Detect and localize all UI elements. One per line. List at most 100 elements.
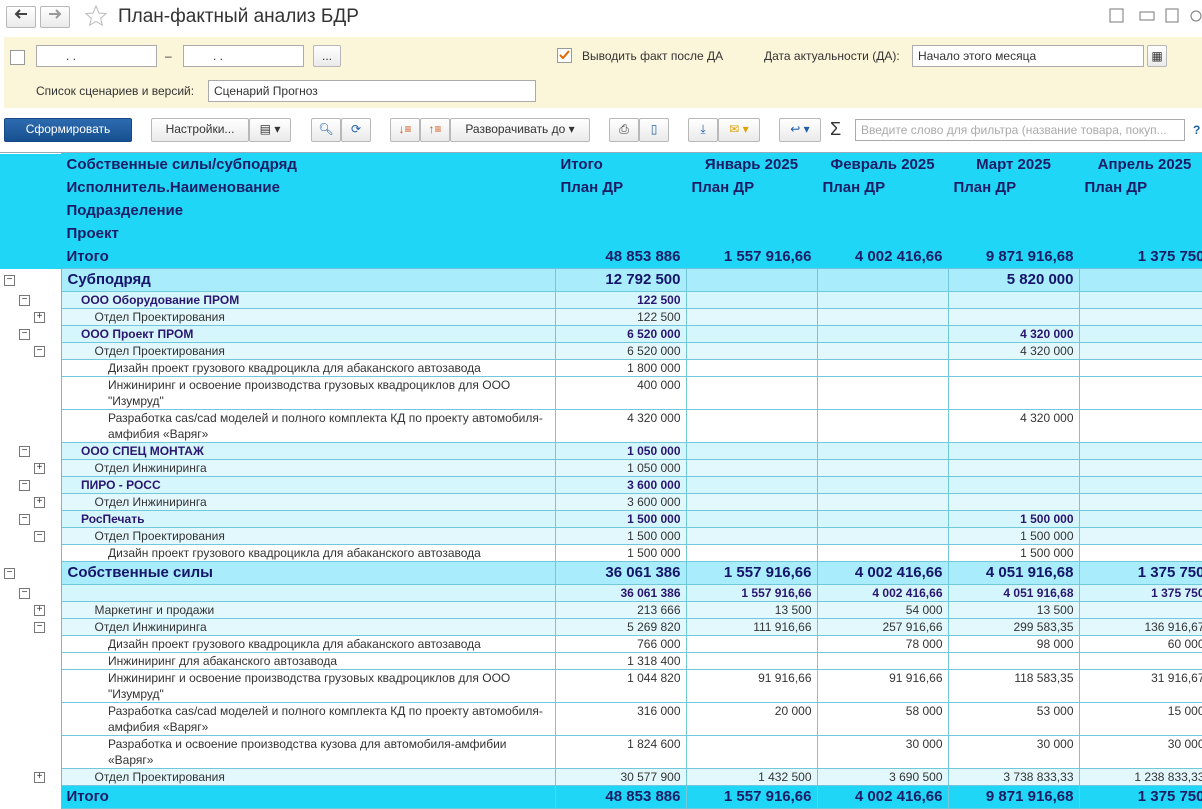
row-value bbox=[686, 653, 817, 670]
expander[interactable]: − bbox=[19, 446, 30, 457]
report-row: Инжиниринг для абаканского автозавода1 3… bbox=[0, 653, 1202, 670]
row-value: 4 320 000 bbox=[948, 343, 1079, 360]
report-row: −ООО Проект ПРОМ6 520 0004 320 000 bbox=[0, 326, 1202, 343]
row-value: 31 916,67 bbox=[1079, 670, 1202, 703]
gutter bbox=[0, 246, 61, 269]
sum-button[interactable]: Σ bbox=[830, 119, 841, 140]
period-button[interactable]: ... bbox=[313, 45, 341, 67]
expander[interactable]: + bbox=[34, 312, 45, 323]
sort2-button[interactable]: ↑≡ bbox=[420, 118, 450, 142]
row-name: РосПечать bbox=[61, 511, 555, 528]
expander[interactable]: + bbox=[34, 605, 45, 616]
row-value: 118 583,35 bbox=[948, 670, 1079, 703]
expander[interactable]: − bbox=[19, 480, 30, 491]
favorite-star[interactable] bbox=[84, 4, 108, 28]
row-name: Разработка и освоение производства кузов… bbox=[61, 736, 555, 769]
back-button[interactable] bbox=[6, 6, 36, 28]
sort-button[interactable]: ↓≡ bbox=[390, 118, 420, 142]
expander[interactable]: − bbox=[34, 531, 45, 542]
gutter bbox=[0, 200, 61, 223]
window-icons[interactable] bbox=[1108, 8, 1202, 24]
expander[interactable]: − bbox=[34, 346, 45, 357]
expander[interactable]: + bbox=[34, 497, 45, 508]
date-select[interactable]: Начало этого месяца bbox=[912, 45, 1144, 67]
expander[interactable]: − bbox=[19, 514, 30, 525]
row-value: 4 320 000 bbox=[555, 410, 686, 443]
expand-to-label: Разворачивать до bbox=[465, 122, 565, 136]
expand-to-button[interactable]: Разворачивать до ▾ bbox=[450, 118, 590, 142]
find-next-button[interactable]: ⟳ bbox=[341, 118, 371, 142]
date-from[interactable]: . . bbox=[36, 45, 157, 67]
row-name bbox=[61, 585, 555, 602]
scenarios-value: Сценарий Прогноз bbox=[214, 84, 318, 98]
report-row: +Отдел Проектирования122 500 bbox=[0, 309, 1202, 326]
row-value: 12 792 500 bbox=[555, 269, 686, 292]
row-value bbox=[948, 460, 1079, 477]
header-total: 1 557 916,66 bbox=[686, 246, 817, 269]
expander[interactable]: − bbox=[19, 329, 30, 340]
row-name: Отдел Проектирования bbox=[61, 343, 555, 360]
expander[interactable]: − bbox=[19, 588, 30, 599]
row-name: ООО Проект ПРОМ bbox=[61, 326, 555, 343]
tree-gutter: − bbox=[0, 477, 61, 494]
scenarios-label: Список сценариев и версий: bbox=[36, 84, 194, 98]
row-value bbox=[686, 636, 817, 653]
row-value: 1 375 750 bbox=[1079, 585, 1202, 602]
period-checkbox[interactable] bbox=[10, 50, 25, 65]
preview-button[interactable]: ▯ bbox=[639, 118, 669, 142]
date-dash: – bbox=[165, 49, 172, 63]
expander[interactable]: − bbox=[19, 295, 30, 306]
row-value: 20 000 bbox=[686, 703, 817, 736]
row-name: Отдел Инжиниринга bbox=[61, 494, 555, 511]
row-value: 4 051 916,68 bbox=[948, 562, 1079, 585]
mail-button[interactable]: ✉ ▾ bbox=[718, 118, 760, 142]
print-button[interactable]: ⎙ bbox=[609, 118, 639, 142]
column-title: Февраль 2025 bbox=[817, 154, 948, 177]
variants-button[interactable]: ▤ ▾ bbox=[249, 118, 291, 142]
row-value: 1 044 820 bbox=[555, 670, 686, 703]
row-value bbox=[1079, 410, 1202, 443]
row-value bbox=[817, 377, 948, 410]
row-value: 3 738 833,33 bbox=[948, 769, 1079, 786]
row-value: 4 002 416,66 bbox=[817, 585, 948, 602]
header-name: Собственные силы/субподряд bbox=[61, 154, 555, 177]
row-value bbox=[1079, 360, 1202, 377]
forward-button[interactable] bbox=[40, 6, 70, 28]
help-button[interactable]: ? bbox=[1193, 123, 1200, 137]
row-value: 257 916,66 bbox=[817, 619, 948, 636]
show-fact-checkbox[interactable] bbox=[557, 48, 573, 64]
column-blank bbox=[686, 223, 817, 246]
total-value: 48 853 886 bbox=[555, 786, 686, 809]
expander[interactable]: + bbox=[34, 772, 45, 783]
row-value bbox=[817, 410, 948, 443]
expander[interactable]: − bbox=[34, 622, 45, 633]
gutter bbox=[0, 223, 61, 246]
scenarios-field[interactable]: Сценарий Прогноз bbox=[208, 80, 536, 102]
row-value: 1 318 400 bbox=[555, 653, 686, 670]
header-row: Проект bbox=[0, 223, 1202, 246]
row-value bbox=[686, 326, 817, 343]
link-button[interactable]: ↩ ▾ bbox=[779, 118, 821, 142]
settings-button[interactable]: Настройки... bbox=[151, 118, 249, 142]
save-button[interactable]: ⤓ bbox=[688, 118, 718, 142]
row-name: Дизайн проект грузового квадроцикла для … bbox=[61, 360, 555, 377]
tree-gutter: − bbox=[0, 443, 61, 460]
column-blank bbox=[1079, 200, 1202, 223]
expander[interactable]: + bbox=[34, 463, 45, 474]
search-field[interactable]: Введите слово для фильтра (название това… bbox=[855, 119, 1185, 141]
report-row: +Маркетинг и продажи213 66613 50054 0001… bbox=[0, 602, 1202, 619]
expander[interactable]: − bbox=[4, 275, 15, 286]
row-value: 36 061 386 bbox=[555, 585, 686, 602]
column-blank bbox=[817, 223, 948, 246]
report-row: Разработка и освоение производства кузов… bbox=[0, 736, 1202, 769]
calendar-button[interactable]: ▦ bbox=[1147, 45, 1167, 67]
expander[interactable]: − bbox=[4, 568, 15, 579]
date-placeholder: . . bbox=[213, 49, 223, 63]
tree-gutter bbox=[0, 670, 61, 703]
column-subtitle: План ДР bbox=[817, 177, 948, 200]
column-blank bbox=[948, 223, 1079, 246]
generate-button[interactable]: Сформировать bbox=[4, 118, 132, 142]
date-to[interactable]: . . bbox=[183, 45, 304, 67]
row-value bbox=[686, 477, 817, 494]
find-button[interactable]: 🔍︎ bbox=[311, 118, 341, 142]
